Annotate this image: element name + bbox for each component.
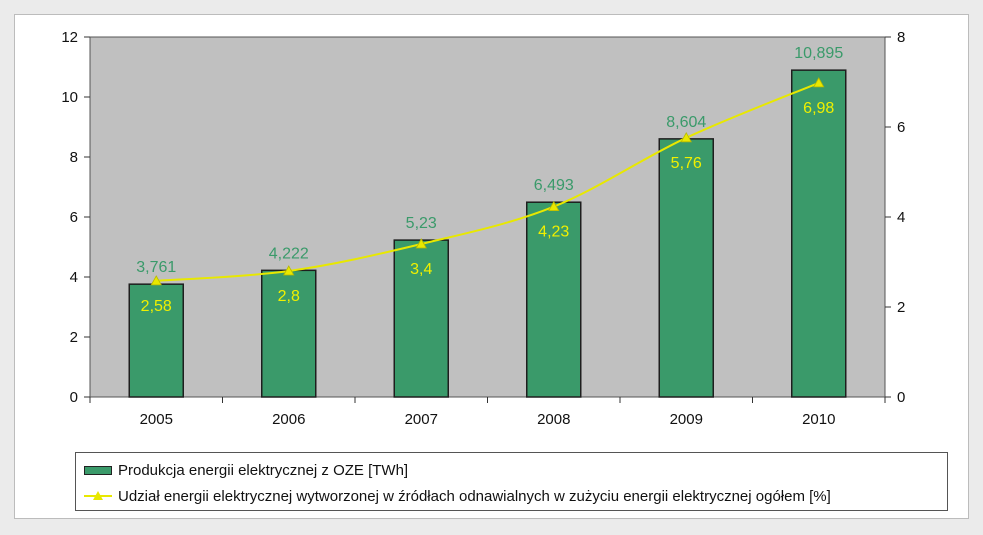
y-right-tick-label: 6 [897,119,905,136]
x-tick-label: 2008 [537,411,570,428]
y-left-tick-label: 4 [70,269,78,286]
combo-chart: 0 2 4 6 8 10 12 0 2 4 6 8 2005 2006 2007 2008 2009 2010 3,… [61,29,905,428]
line-marker [150,275,162,286]
x-tick-label: 2009 [670,411,703,428]
x-tick-label: 2005 [140,411,173,428]
bar-value-label: 8,604 [666,114,706,131]
y-left-tick-label: 6 [70,209,78,226]
line-marker [548,200,560,212]
line-value-label: 2,58 [141,298,172,315]
legend-bar-swatch [84,465,112,475]
line-value-label: 6,98 [803,100,834,117]
legend-item-line: Udział energii elektrycznej wytworzonej … [84,486,831,506]
line-marker [415,238,427,249]
line-series [156,81,820,282]
x-tick-label: 2010 [802,411,835,428]
y-right-tick-label: 8 [897,29,905,46]
x-tick-label: 2007 [405,411,438,428]
bar [658,138,714,398]
legend-label-line: Udział energii elektrycznej wytworzonej … [118,487,831,505]
y-left-tick-label: 8 [70,149,78,166]
plot-area [89,36,886,398]
bar [393,239,449,398]
legend: Produkcja energii elektrycznej z OZE [TW… [75,452,948,511]
y-right-tick-label: 4 [897,209,905,226]
y-right-tick-label: 2 [897,299,905,316]
line-value-label: 4,23 [538,224,569,241]
bar-value-label: 3,761 [136,259,176,276]
bar-value-label: 4,222 [269,245,309,262]
legend-line-swatch [84,491,112,501]
chart-frame: 0 2 4 6 8 10 12 0 2 4 6 8 2005 2006 2007 2008 2009 2010 3,… [14,14,969,519]
bar-value-label: 10,895 [794,45,843,62]
y-left-tick-label: 2 [70,329,78,346]
bar [261,269,317,398]
y-left-tick-label: 12 [61,29,78,46]
legend-item-bars: Produkcja energii elektrycznej z OZE [TW… [84,460,408,480]
line-value-label: 3,4 [410,261,432,278]
line-marker [283,265,295,276]
line-marker [813,77,825,88]
bar [791,69,847,398]
y-left-tick-label: 0 [70,389,78,406]
line-marker [680,131,692,143]
line-value-label: 2,8 [278,288,300,305]
line-value-label: 5,76 [671,155,702,172]
x-tick-label: 2006 [272,411,305,428]
y-left-tick-label: 10 [61,89,78,106]
legend-label-bars: Produkcja energii elektrycznej z OZE [TW… [118,461,409,479]
y-right-tick-label: 0 [897,389,905,406]
bar-value-label: 5,23 [406,215,437,232]
bar-value-label: 6,493 [534,177,574,194]
bar [526,201,582,398]
